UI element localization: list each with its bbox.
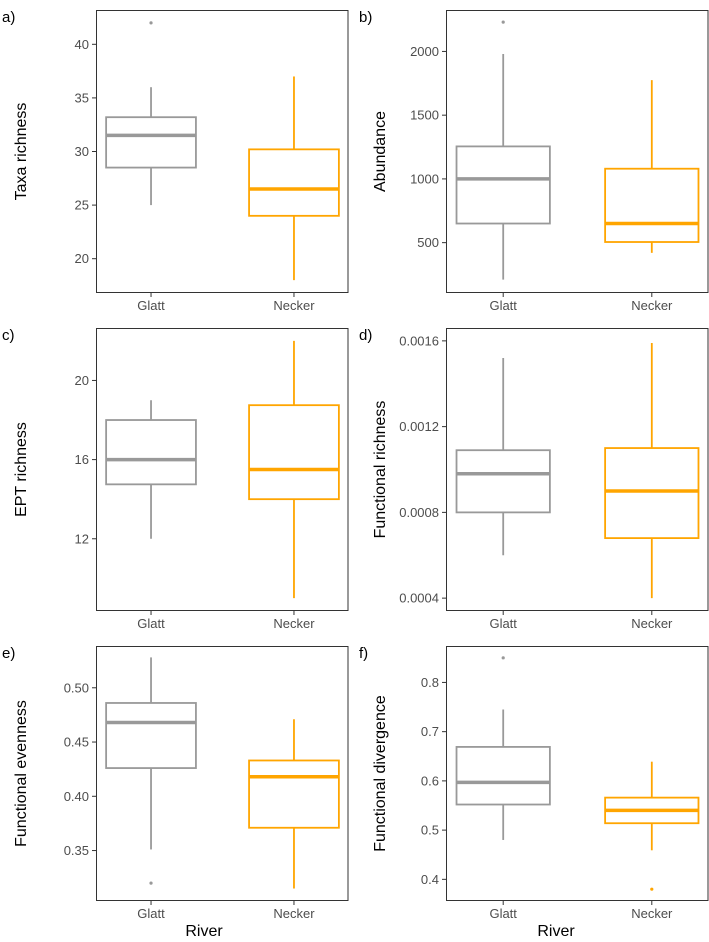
panel-frame xyxy=(446,646,709,901)
box-necker xyxy=(248,148,340,217)
y-tick-label: 1500 xyxy=(410,108,439,123)
y-axis-label: Taxa richness xyxy=(13,103,30,201)
box-glatt xyxy=(105,702,197,769)
x-tick-label: Necker xyxy=(631,906,673,921)
x-tick-label: Glatt xyxy=(137,616,165,631)
y-tick-label: 0.45 xyxy=(64,735,89,750)
y-tick-label: 0.0008 xyxy=(399,505,439,520)
box-necker xyxy=(604,167,700,243)
x-tick-label: Necker xyxy=(631,616,673,631)
x-tick-label: Necker xyxy=(631,298,673,313)
y-tick-label: 35 xyxy=(75,90,89,105)
panel-d: d) Functional richness 0.0004 0.0008 0.0012 0… xyxy=(359,327,709,631)
x-tick-label: Glatt xyxy=(137,298,165,313)
panel-frame xyxy=(96,328,349,611)
y-axis-label: Abundance xyxy=(372,111,389,192)
outlier-glatt xyxy=(149,21,153,25)
panel-frame xyxy=(96,10,349,293)
panel-label: d) xyxy=(359,327,372,344)
y-axis-label: EPT richness xyxy=(13,422,30,517)
y-axis-label: Functional divergence xyxy=(372,695,389,852)
box-glatt xyxy=(455,449,551,514)
panel-f: f) Functional divergence 0.4 0.5 0.6 0.7 0.8 Gl… xyxy=(359,645,709,921)
x-tick-label: Necker xyxy=(273,906,315,921)
y-tick-label: 0.8 xyxy=(421,675,439,690)
x-tick-label: Necker xyxy=(273,616,315,631)
y-tick-label: 0.40 xyxy=(64,789,89,804)
panel-a: a) Taxa richness 20 25 30 35 40 Glatt Necker xyxy=(2,9,349,313)
panel-label: c) xyxy=(2,327,15,344)
panel-label: f) xyxy=(359,645,368,662)
box-necker xyxy=(248,759,340,829)
panel-frame xyxy=(446,328,709,611)
box-glatt xyxy=(455,746,551,806)
box-necker xyxy=(604,447,700,540)
box-necker xyxy=(248,404,340,501)
y-tick-label: 0.35 xyxy=(64,843,89,858)
x-tick-label: Glatt xyxy=(489,906,517,921)
y-tick-label: 0.4 xyxy=(421,872,439,887)
panel-label: b) xyxy=(359,9,372,26)
y-tick-label: 0.0004 xyxy=(399,591,439,606)
y-tick-label: 0.6 xyxy=(421,773,439,788)
x-axis-label-left: River xyxy=(185,923,223,940)
y-tick-label: 40 xyxy=(75,37,89,52)
box-glatt xyxy=(105,116,197,169)
y-tick-label: 500 xyxy=(417,235,439,250)
y-tick-label: 1000 xyxy=(410,171,439,186)
y-tick-label: 12 xyxy=(75,531,89,546)
panel-label: e) xyxy=(2,645,15,662)
outlier-glatt xyxy=(149,881,153,885)
y-tick-label: 0.0016 xyxy=(399,333,439,348)
y-tick-label: 2000 xyxy=(410,44,439,59)
box-glatt xyxy=(105,419,197,486)
y-tick-label: 0.5 xyxy=(421,823,439,838)
x-tick-label: Necker xyxy=(273,298,315,313)
x-tick-label: Glatt xyxy=(489,616,517,631)
y-tick-label: 0.0012 xyxy=(399,419,439,434)
y-tick-label: 16 xyxy=(75,452,89,467)
panel-frame xyxy=(96,646,349,901)
y-tick-label: 0.7 xyxy=(421,724,439,739)
y-tick-label: 20 xyxy=(75,251,89,266)
outlier-glatt xyxy=(501,656,505,660)
panel-c: c) EPT richness 12 16 20 Glatt Necker xyxy=(2,327,349,631)
outlier-necker xyxy=(650,887,654,891)
x-tick-label: Glatt xyxy=(489,298,517,313)
panel-label: a) xyxy=(2,9,15,26)
panel-frame xyxy=(446,10,709,293)
x-axis-label-right: River xyxy=(537,923,575,940)
y-tick-label: 0.50 xyxy=(64,680,89,695)
y-axis-label: Functional richness xyxy=(372,401,389,539)
y-tick-label: 25 xyxy=(75,198,89,213)
panel-e: e) Functional evenness 0.35 0.40 0.45 0.50 Gla… xyxy=(2,645,349,921)
y-axis-label: Functional evenness xyxy=(13,700,30,847)
panel-b: b) Abundance 500 1000 1500 2000 Glatt Necker xyxy=(359,9,709,313)
x-tick-label: Glatt xyxy=(137,906,165,921)
y-tick-label: 20 xyxy=(75,373,89,388)
outlier-glatt xyxy=(501,20,505,24)
y-tick-label: 30 xyxy=(75,144,89,159)
box-glatt xyxy=(455,145,551,225)
